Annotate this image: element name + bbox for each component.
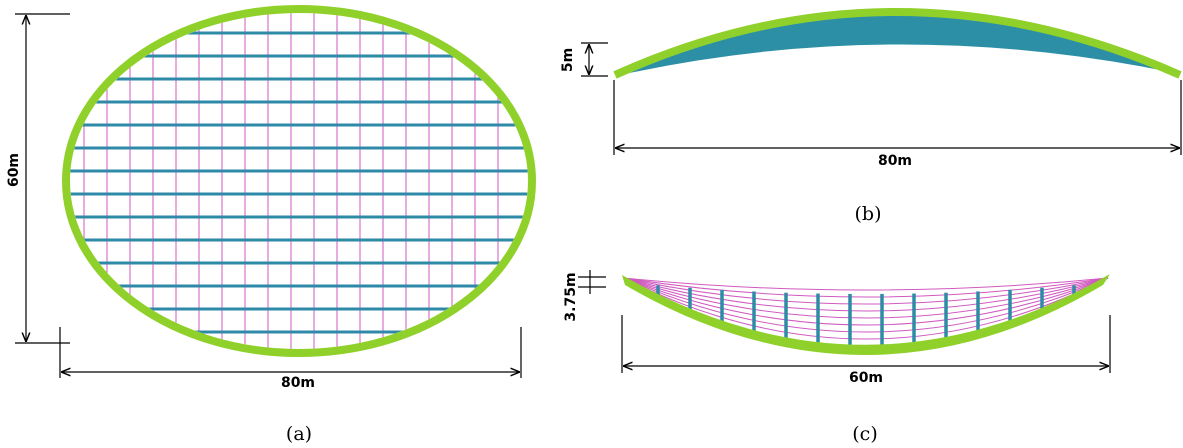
- caption: (a): [286, 423, 312, 445]
- dimension-label: 80m: [281, 375, 315, 391]
- pink-cable: [624, 278, 1108, 339]
- dimension-label: 60m: [6, 153, 22, 187]
- cables: [624, 278, 1108, 339]
- cable-grid: [60, 0, 540, 360]
- dimension-label: 60m: [849, 370, 883, 386]
- pink-cable: [624, 278, 1108, 297]
- dimension-label: 3.75m: [563, 272, 579, 321]
- caption: (c): [852, 423, 877, 445]
- ring-beam: [66, 9, 532, 353]
- pink-cable: [624, 278, 1108, 332]
- caption: (b): [855, 203, 882, 225]
- arch: [622, 274, 1110, 355]
- figure: 60m 80m (a) 5m 80m (b) 3.75m 60m (c): [0, 0, 1183, 448]
- dimension-label: 80m: [878, 153, 912, 169]
- pink-cable: [624, 278, 1108, 290]
- pink-cable: [624, 278, 1108, 304]
- posts: [658, 285, 1074, 345]
- dimension-label: 5m: [560, 48, 576, 72]
